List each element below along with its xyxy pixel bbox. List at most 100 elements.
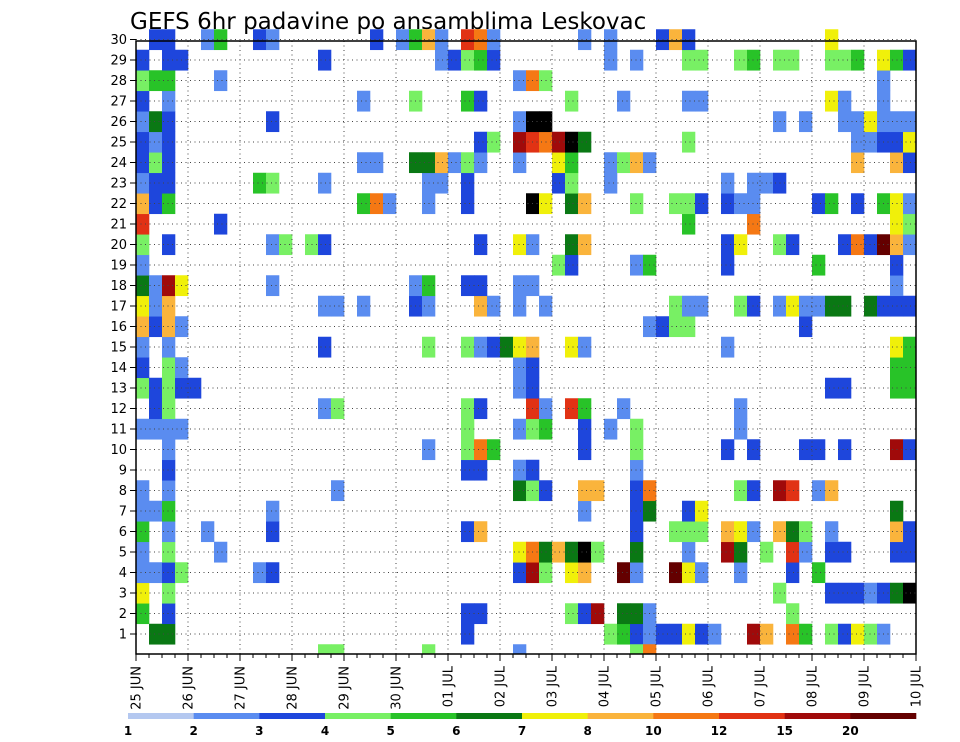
heatmap-cell (513, 152, 527, 174)
colorbar-label: 6 (452, 724, 460, 738)
x-tick-label: 28 JUN (286, 666, 301, 710)
heatmap-cell (136, 275, 150, 297)
heatmap-cell (474, 90, 488, 112)
heatmap-cell (786, 480, 800, 502)
heatmap-cell (318, 398, 332, 420)
y-tick-label: 17 (110, 300, 127, 315)
heatmap-cell (747, 193, 761, 215)
heatmap-cell (695, 295, 709, 317)
colorbar-swatch (390, 713, 457, 719)
heatmap-cell (721, 234, 735, 256)
heatmap-cell (825, 90, 839, 112)
heatmap-cell (331, 398, 345, 420)
heatmap-cell (747, 521, 761, 543)
heatmap-cell (591, 541, 605, 563)
colorbar-swatch (784, 713, 851, 719)
heatmap-cell (695, 49, 709, 71)
colorbar-swatch (522, 713, 588, 719)
heatmap-cell (838, 111, 852, 133)
heatmap-cell (474, 295, 488, 317)
heatmap-cell (214, 29, 228, 51)
colorbar-swatch (850, 713, 917, 719)
heatmap-cell (630, 459, 644, 481)
x-tick-label: 06 JUL (702, 665, 717, 707)
heatmap-cell (253, 172, 267, 194)
heatmap-cell (162, 234, 176, 256)
heatmap-cell (682, 562, 696, 584)
heatmap-cell (578, 480, 592, 502)
heatmap-cell (136, 234, 150, 256)
heatmap-cell (162, 398, 176, 420)
heatmap-cell (487, 131, 501, 153)
heatmap-cell (149, 398, 163, 420)
heatmap-cell (812, 295, 826, 317)
y-tick-label: 4 (119, 566, 127, 581)
heatmap-cell (734, 418, 748, 440)
heatmap-cell (162, 70, 176, 92)
heatmap-cell (266, 521, 280, 543)
heatmap-cell (162, 377, 176, 399)
heatmap-cell (617, 562, 631, 584)
heatmap-cell (136, 90, 150, 112)
y-tick-label: 23 (110, 177, 127, 192)
heatmap-cell (734, 480, 748, 502)
heatmap-cell (513, 459, 527, 481)
heatmap-cell-partial (513, 644, 527, 654)
heatmap-cell (838, 295, 852, 317)
heatmap-cell (266, 500, 280, 522)
heatmap-cell (838, 377, 852, 399)
heatmap-cell (786, 295, 800, 317)
heatmap-cell (630, 439, 644, 461)
heatmap-cell (578, 500, 592, 522)
x-tick-label: 01 JUL (442, 665, 457, 707)
y-tick-label: 15 (110, 341, 127, 356)
heatmap-cell (565, 90, 579, 112)
heatmap-cell (149, 275, 163, 297)
heatmap-cell (162, 193, 176, 215)
heatmap-cell (487, 295, 501, 317)
heatmap-cell (682, 521, 696, 543)
heatmap-cell (318, 336, 332, 358)
heatmap-cell (851, 193, 865, 215)
x-tick-label: 07 JUL (754, 665, 769, 707)
y-tick-label: 3 (119, 587, 127, 602)
heatmap-cell (474, 49, 488, 71)
heatmap-cell (903, 541, 917, 563)
heatmap-cell (136, 295, 150, 317)
heatmap-cell (695, 500, 709, 522)
heatmap-cell (903, 213, 917, 235)
heatmap-cell (747, 623, 761, 645)
y-tick-label: 11 (110, 423, 127, 438)
heatmap-cell (513, 275, 527, 297)
heatmap-cell (487, 439, 501, 461)
heatmap-cell (149, 70, 163, 92)
y-tick-label: 26 (110, 115, 127, 130)
colorbar-label: 1 (124, 724, 132, 738)
heatmap-cell (318, 234, 332, 256)
heatmap-cell (474, 234, 488, 256)
heatmap-cell (786, 521, 800, 543)
y-tick-label: 16 (110, 320, 127, 335)
heatmap-cell (513, 357, 527, 379)
heatmap-cell (513, 70, 527, 92)
heatmap-cell (162, 172, 176, 194)
heatmap-cell (851, 623, 865, 645)
heatmap-cell (682, 90, 696, 112)
heatmap-cell (357, 295, 371, 317)
heatmap-cell (136, 603, 150, 625)
heatmap-cell (552, 172, 566, 194)
heatmap-cell (162, 90, 176, 112)
heatmap-cell (162, 603, 176, 625)
heatmap-cell (279, 234, 293, 256)
heatmap-cell (162, 111, 176, 133)
heatmap-cell (461, 29, 475, 51)
heatmap-cell (864, 111, 878, 133)
heatmap-cell (617, 603, 631, 625)
heatmap-cell (149, 131, 163, 153)
heatmap-cell (591, 603, 605, 625)
heatmap-cell (474, 152, 488, 174)
x-axis: 25 JUN 26 JUN 27 JUN 28 JUN 29 JUN 30 JUN 01 J… (130, 654, 925, 710)
heatmap-cell (149, 295, 163, 317)
y-tick-label: 27 (110, 95, 127, 110)
heatmap-cell (565, 254, 579, 276)
